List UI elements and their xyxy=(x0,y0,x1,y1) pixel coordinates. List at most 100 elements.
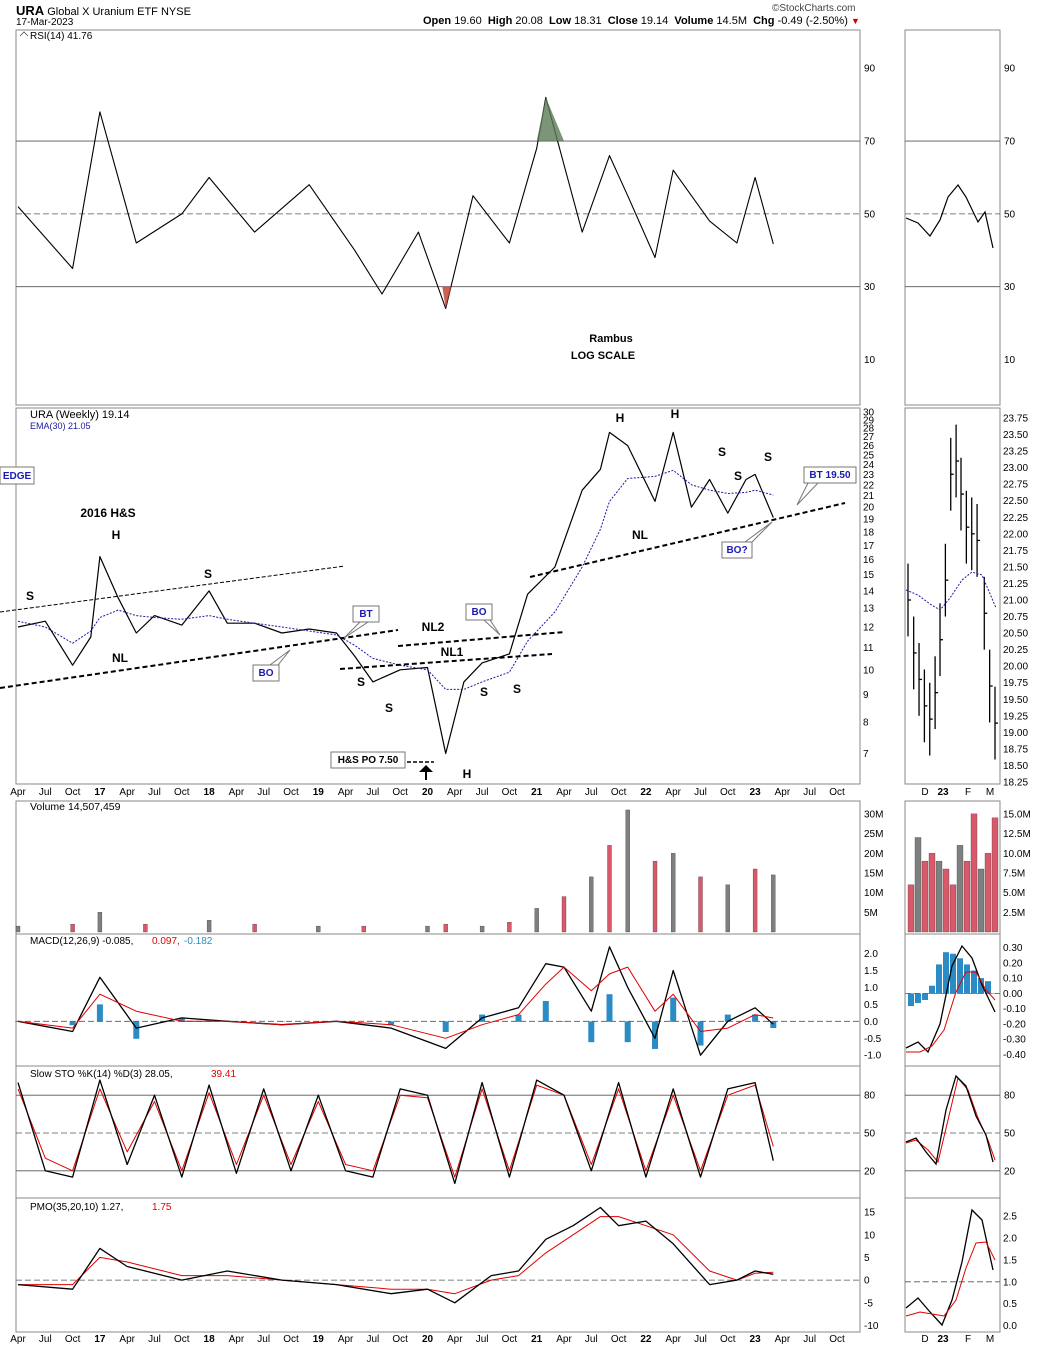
volume-tick-label: 5M xyxy=(864,908,878,919)
price-tick-label: 12 xyxy=(863,623,875,634)
macd-histogram-bar xyxy=(542,1001,549,1022)
rsi-legend: RSI(14) 41.76 xyxy=(30,31,93,42)
price-tick-label: 7 xyxy=(863,749,869,760)
inset-volume-bar xyxy=(914,837,922,933)
volume-tick-label: 20M xyxy=(864,849,883,860)
price-tick-label: 14 xyxy=(863,586,875,597)
x-tick-label-bottom: Apr xyxy=(447,1334,463,1345)
macd-tick-label: 1.0 xyxy=(864,983,878,994)
inset-pmo-tick-label: 0.0 xyxy=(1003,1321,1017,1332)
axis-ticks: 9070503010907050301030292827262524232221… xyxy=(863,64,1031,1332)
volume-bar xyxy=(507,922,512,933)
inset-pmo-tick-label: 1.0 xyxy=(1003,1277,1017,1288)
inset-macd-histogram-bar xyxy=(929,985,935,994)
inset-macd-histogram-bar xyxy=(964,964,970,994)
callout-hs-po-box xyxy=(330,751,406,769)
price-tick-label: 29 xyxy=(863,415,875,426)
x-tick-label: Jul xyxy=(694,787,707,798)
macd-tick-label: 0.0 xyxy=(864,1017,878,1028)
volume-bar xyxy=(206,920,212,933)
price-tick-label: 9 xyxy=(863,690,869,701)
inset-price-tick-label: 20.00 xyxy=(1003,662,1028,673)
x-tick-label-bottom: Oct xyxy=(65,1334,81,1345)
inset-sto-tick-label: 80 xyxy=(1004,1091,1016,1102)
volume-tick-label: 15M xyxy=(864,868,883,879)
inset-x-tick-label: M xyxy=(986,787,994,798)
price-tick-label: 15 xyxy=(863,570,875,581)
low-label: Low xyxy=(549,15,572,27)
macd-histogram-bar xyxy=(652,1021,658,1049)
x-axis: Apr Jul Oct 17 Apr Jul Oct 18 Apr Jul Oct 19 Apr Jul O… xyxy=(10,787,994,1345)
volume-panel xyxy=(15,800,861,935)
inset-price-tick-label: 23.00 xyxy=(1003,463,1028,474)
inset-rsi-tick-label: 70 xyxy=(1004,137,1016,148)
macd-histogram-bar xyxy=(388,1021,395,1026)
inset-price-tick-label: 19.25 xyxy=(1003,711,1028,722)
x-tick-label-bottom: Oct xyxy=(829,1334,845,1345)
x-tick-label-bottom: Jul xyxy=(694,1334,707,1345)
x-tick-label: Oct xyxy=(502,787,518,798)
macd-histogram-bar xyxy=(96,1004,103,1022)
sto-tick-label: 20 xyxy=(864,1166,876,1177)
macd-signal-line xyxy=(17,966,774,1039)
label-shoulder: S xyxy=(764,450,772,464)
macd-line xyxy=(17,946,774,1056)
pmo-panel xyxy=(15,1197,861,1333)
inset-x-tick-label: D xyxy=(921,787,928,798)
inset-price-tick-label: 22.25 xyxy=(1003,513,1028,524)
pmo-tick-label: 0 xyxy=(864,1276,870,1287)
inset-macd-tick-label: 0.30 xyxy=(1003,943,1023,954)
pmo-tick-label: 5 xyxy=(864,1253,870,1264)
macd-histogram-bar xyxy=(606,994,613,1022)
volume-bar xyxy=(97,912,103,933)
price-tick-label: 21 xyxy=(863,491,875,502)
inset-rsi-line xyxy=(905,183,994,249)
macd-histogram-bar xyxy=(561,1021,567,1022)
x-tick-label: 23 xyxy=(750,787,762,798)
callout-bt-level: BT 19.50 xyxy=(809,470,851,481)
rsi-tick-label: 30 xyxy=(864,282,876,293)
x-tick-label: Apr xyxy=(556,787,572,798)
rsi-tick-label: 50 xyxy=(864,209,876,220)
inset-macd-tick-label: -0.10 xyxy=(1003,1004,1026,1015)
rsi-tick-label: 70 xyxy=(864,137,876,148)
volume-bar xyxy=(70,923,75,933)
x-tick-label-bottom: Jul xyxy=(39,1334,52,1345)
label-shoulder: S xyxy=(513,682,521,696)
price-tick-label: 19 xyxy=(863,515,875,526)
inset-macd-signal-line xyxy=(906,971,996,1053)
label-2016-hs: 2016 H&S xyxy=(80,506,135,520)
inset-macd-tick-label: -0.40 xyxy=(1003,1050,1026,1061)
x-tick-label: 18 xyxy=(204,787,216,798)
label-shoulder: S xyxy=(718,445,726,459)
macd-histogram-bar xyxy=(133,1021,140,1039)
callout-bo: BO xyxy=(472,607,487,618)
inset-x-tick-label: D xyxy=(921,1334,928,1345)
x-tick-label-bottom: Oct xyxy=(720,1334,736,1345)
inset-price-tick-label: 19.00 xyxy=(1003,728,1028,739)
inset-macd-tick-label: 0.10 xyxy=(1003,974,1023,985)
macd-tick-label: 2.0 xyxy=(864,949,878,960)
callout-edge: EDGE xyxy=(3,471,32,482)
sto-panel xyxy=(15,1065,861,1199)
macd-tick-label: -0.5 xyxy=(864,1034,882,1045)
x-tick-label: 22 xyxy=(640,787,652,798)
neckline-nl2 xyxy=(397,631,566,647)
macd-tick-label: -1.0 xyxy=(864,1051,882,1062)
ohlc-readout: Open 19.60 High 20.08 Low 18.31 Close 19… xyxy=(423,15,860,27)
inset-macd-histogram-bar xyxy=(936,964,942,994)
x-tick-label-bottom: Apr xyxy=(665,1334,681,1345)
x-tick-label: Oct xyxy=(720,787,736,798)
callout-hs-po: H&S PO 7.50 xyxy=(338,755,399,766)
inset-sto-tick-label: 50 xyxy=(1004,1129,1016,1140)
inset-volume-bar xyxy=(991,817,999,933)
neckline-2021 xyxy=(529,502,846,578)
inset-volume-tick-label: 10.0M xyxy=(1003,849,1031,860)
volume-bar xyxy=(534,908,539,933)
inset-volume-tick-label: 2.5M xyxy=(1003,908,1025,919)
x-tick-label-bottom: Jul xyxy=(803,1334,816,1345)
inset-volume-bar xyxy=(963,860,971,933)
macd-histogram-bar xyxy=(515,1014,522,1022)
inset-volume-bar xyxy=(984,853,992,933)
x-tick-label-bottom: Apr xyxy=(775,1334,791,1345)
